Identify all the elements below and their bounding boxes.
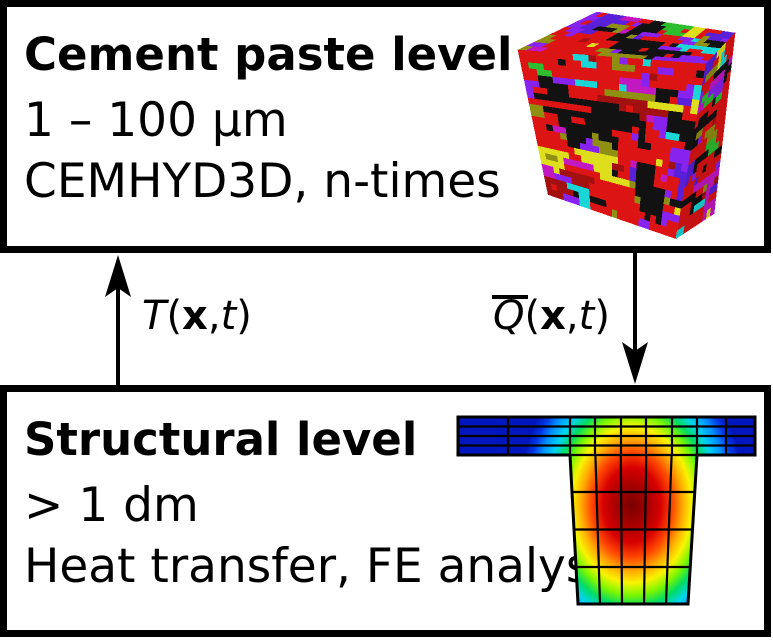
heat-source-symbol: Q <box>493 293 525 339</box>
close-paren: ) <box>594 293 610 339</box>
fe-outline <box>456 415 757 606</box>
position-vector-symbol: x <box>182 293 208 339</box>
coupling-arrows-zone: T(x,t) Q(x,t) <box>0 253 773 385</box>
temperature-up-arrow <box>105 255 131 385</box>
temperature-symbol: T <box>142 293 167 339</box>
time-symbol: t <box>578 293 595 339</box>
cemhyd3d-microstructure-image <box>515 10 737 240</box>
close-paren: ) <box>236 293 252 339</box>
overline-bar <box>492 295 529 299</box>
temperature-field-label: T(x,t) <box>142 296 252 336</box>
position-vector-symbol: x <box>540 293 566 339</box>
comma: , <box>207 293 221 339</box>
structural-level-title: Structural level <box>24 413 418 466</box>
open-paren: ( <box>524 293 541 339</box>
averaged-heat-down-arrow <box>622 253 648 384</box>
open-paren: ( <box>166 293 183 339</box>
time-symbol: t <box>220 293 237 339</box>
structural-scale-range: > 1 dm <box>24 478 199 533</box>
cement-paste-scale-range: 1 – 100 μm <box>24 93 288 148</box>
cement-paste-level-title: Cement paste level <box>24 28 513 81</box>
structural-level-box: Structural level > 1 dm Heat transfer, F… <box>0 385 771 637</box>
averaged-heat-source-label: Q(x,t) <box>492 293 610 339</box>
fe-temperature-field-image <box>455 412 760 610</box>
cement-paste-level-box: Cement paste level 1 – 100 μm CEMHYD3D, … <box>0 0 771 253</box>
cement-paste-method: CEMHYD3D, n-times <box>24 154 501 209</box>
structural-method: Heat transfer, FE analysis <box>24 539 628 594</box>
comma: , <box>565 293 579 339</box>
